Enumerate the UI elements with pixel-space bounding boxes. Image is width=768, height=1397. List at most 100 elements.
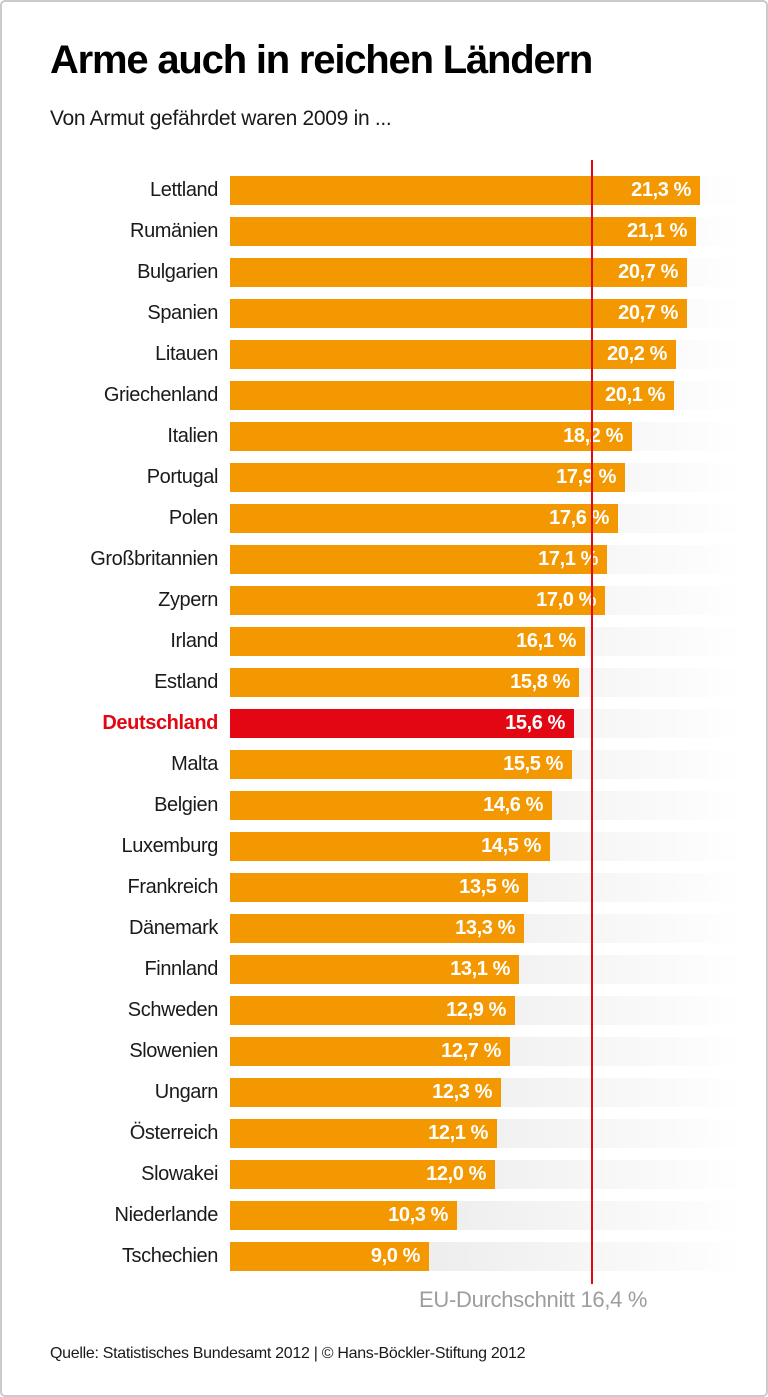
bar-row: Lettland 21,3 %: [50, 170, 744, 211]
bar-value-label: 17,6 %: [549, 507, 609, 529]
bar: 9,0 %: [230, 1242, 429, 1271]
bar-area: 12,7 %: [230, 1031, 744, 1072]
country-label: Frankreich: [127, 876, 219, 898]
chart-subtitle: Von Armut gefährdet waren 2009 in ...: [50, 107, 392, 130]
bar-area: 17,1 %: [230, 539, 744, 580]
bar-area: 21,3 %: [230, 170, 744, 211]
bar-area: 15,8 %: [230, 662, 744, 703]
country-label: Litauen: [155, 343, 218, 365]
bar-row: Großbritannien 17,1 %: [50, 539, 744, 580]
bar-row: Irland 16,1 %: [50, 621, 744, 662]
bar-row: Polen 17,6 %: [50, 498, 744, 539]
country-label: Schweden: [127, 999, 219, 1021]
bar-row: Luxemburg 14,5 %: [50, 826, 744, 867]
bar-row: Italien 18,2 %: [50, 416, 744, 457]
bar-area: 12,3 %: [230, 1072, 744, 1113]
bar-area: 18,2 %: [230, 416, 744, 457]
country-label: Zypern: [158, 589, 218, 611]
country-label: Belgien: [154, 794, 218, 816]
bar-value-label: 14,5 %: [481, 835, 541, 857]
bar: 17,1 %: [230, 545, 607, 574]
bar-area: 17,0 %: [230, 580, 744, 621]
bar-value-label: 17,1 %: [538, 548, 598, 570]
bar-rows: Lettland 21,3 % Rumänien 21,1 % Bulgarien 20,…: [50, 170, 744, 1277]
bar-area: 14,5 %: [230, 826, 744, 867]
bar-row: Zypern 17,0 %: [50, 580, 744, 621]
bar-value-label: 17,9 %: [556, 466, 616, 488]
page-title: Arme auch in reichen Ländern: [50, 38, 593, 82]
bar-area: 20,2 %: [230, 334, 744, 375]
bar-value-label: 9,0 %: [370, 1245, 421, 1267]
country-label: Slowenien: [129, 1040, 218, 1062]
country-label: Großbritannien: [90, 548, 218, 570]
bar: 13,1 %: [230, 955, 519, 984]
country-label: Irland: [170, 630, 218, 652]
bar: 12,7 %: [230, 1037, 510, 1066]
bar-area: 9,0 %: [230, 1236, 744, 1277]
country-label: Luxemburg: [121, 835, 219, 857]
country-label: Finnland: [144, 958, 218, 980]
bar-row: Litauen 20,2 %: [50, 334, 744, 375]
country-label: Lettland: [150, 179, 218, 201]
bar-area: 10,3 %: [230, 1195, 744, 1236]
bar: 17,0 %: [230, 586, 605, 615]
bar-value-label: 15,6 %: [505, 712, 565, 734]
bar-value-label: 21,1 %: [627, 220, 687, 242]
bar-row: Malta 15,5 %: [50, 744, 744, 785]
bar-area: 15,6 %: [230, 703, 744, 744]
bar: 13,5 %: [230, 873, 528, 902]
eu-average-label: EU-Durchschnitt 16,4 %: [419, 1287, 648, 1312]
bar-value-label: 20,7 %: [618, 302, 678, 324]
bar-row: Slowenien 12,7 %: [50, 1031, 744, 1072]
bar: 20,7 %: [230, 258, 687, 287]
bar-row: Griechenland 20,1 %: [50, 375, 744, 416]
bar-row: Frankreich 13,5 %: [50, 867, 744, 908]
country-label: Tschechien: [121, 1245, 218, 1267]
bar-row: Portugal 17,9 %: [50, 457, 744, 498]
bar-area: 12,0 %: [230, 1154, 744, 1195]
bar: 15,8 %: [230, 668, 579, 697]
bar: 12,0 %: [230, 1160, 495, 1189]
bar-row: Spanien 20,7 %: [50, 293, 744, 334]
bar-area: 17,6 %: [230, 498, 744, 539]
source-note: Quelle: Statistisches Bundesamt 2012 | ©…: [50, 1345, 526, 1362]
bar: 12,9 %: [230, 996, 515, 1025]
bar-value-label: 15,5 %: [503, 753, 563, 775]
bar-area: 13,3 %: [230, 908, 744, 949]
bar-value-label: 12,7 %: [441, 1040, 501, 1062]
bar-row: Österreich 12,1 %: [50, 1113, 744, 1154]
country-label: Estland: [154, 671, 218, 693]
bar-value-label: 15,8 %: [510, 671, 570, 693]
bar-value-label: 16,1 %: [516, 630, 576, 652]
bar-area: 14,6 %: [230, 785, 744, 826]
country-label: Malta: [171, 753, 218, 775]
bar: 21,3 %: [230, 176, 700, 205]
bar-value-label: 20,7 %: [618, 261, 678, 283]
bar: 18,2 %: [230, 422, 632, 451]
bar-highlighted: 15,6 %: [230, 709, 574, 738]
bar-value-label: 12,1 %: [428, 1122, 488, 1144]
country-label: Spanien: [147, 302, 218, 324]
bar-value-label: 20,2 %: [607, 343, 667, 365]
bar: 14,6 %: [230, 791, 552, 820]
bar-value-label: 10,3 %: [388, 1204, 448, 1226]
bar: 15,5 %: [230, 750, 572, 779]
bar: 20,2 %: [230, 340, 676, 369]
bar-row: Belgien 14,6 %: [50, 785, 744, 826]
bar-row: Bulgarien 20,7 %: [50, 252, 744, 293]
country-label: Bulgarien: [137, 261, 218, 283]
bar-value-label: 13,3 %: [455, 917, 515, 939]
country-label: Niederlande: [114, 1204, 219, 1226]
bar-value-label: 17,0 %: [536, 589, 596, 611]
bar-row: Dänemark 13,3 %: [50, 908, 744, 949]
bar-row: Rumänien 21,1 %: [50, 211, 744, 252]
bar: 10,3 %: [230, 1201, 457, 1230]
bar-value-label: 13,1 %: [450, 958, 510, 980]
bar-area: 16,1 %: [230, 621, 744, 662]
bar-row: Niederlande 10,3 %: [50, 1195, 744, 1236]
bar-value-label: 20,1 %: [605, 384, 665, 406]
country-label: Rumänien: [130, 220, 218, 242]
bar: 12,3 %: [230, 1078, 501, 1107]
bar-area: 15,5 %: [230, 744, 744, 785]
